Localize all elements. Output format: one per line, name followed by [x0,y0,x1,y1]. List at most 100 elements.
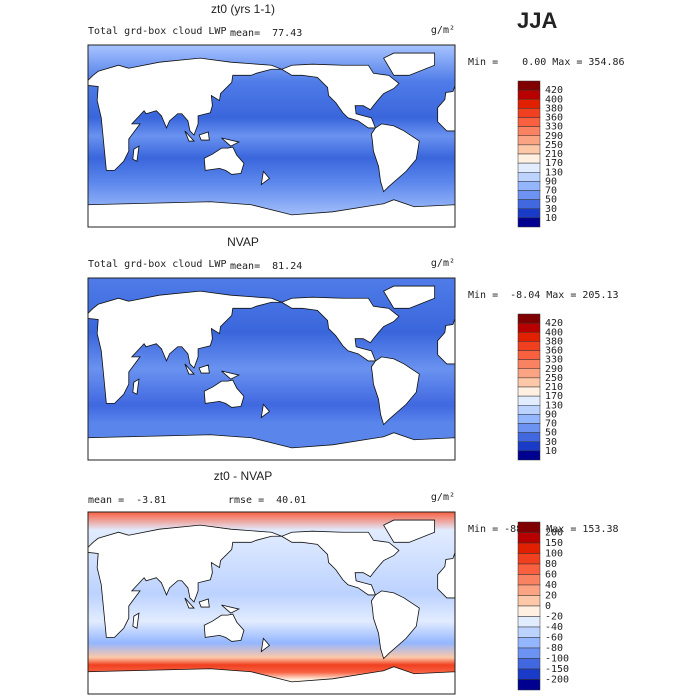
colorbar-swatch [517,108,541,118]
colorbar-swatch [517,359,541,369]
colorbar-label: 0 [545,601,551,612]
colorbar-swatch [517,532,541,544]
colorbar-label: -80 [545,643,563,654]
colorbar-swatch [517,553,541,565]
colorbar-swatch [517,679,541,691]
colorbar-swatch [517,144,541,155]
colorbar-swatch [517,350,541,360]
colorbar-label: 90 [545,176,557,187]
colorbar-label: 70 [545,419,557,430]
colorbar-label: 40 [545,580,557,591]
units: g/m² [431,258,455,269]
colorbar-label: 290 [545,364,563,375]
colorbar-swatch [517,574,541,586]
colorbar-swatch [517,126,541,136]
colorbar-label: -20 [545,612,563,623]
colorbar-swatch [517,89,541,100]
colorbar-swatch [517,441,541,452]
colorbar-label: -100 [545,654,569,665]
colorbar-label: 100 [545,549,563,560]
colorbar-swatch [517,450,541,461]
colorbar-swatch [517,332,541,342]
colorbar-label: 380 [545,103,563,114]
colorbar-swatch [517,637,541,649]
map-frame [87,511,456,695]
colorbar-label: 90 [545,409,557,420]
season-title: JJA [517,8,557,33]
colorbar-swatch [517,584,541,596]
colorbar-label: 200 [545,528,563,539]
colorbar-label: -150 [545,664,569,675]
colorbar-label: 130 [545,400,563,411]
colorbar-label: -60 [545,633,563,644]
colorbar-label: 30 [545,437,557,448]
colorbar-label: 50 [545,195,557,206]
colorbar-label: 400 [545,94,563,105]
colorbar-label: 80 [545,559,557,570]
min-max: Min = -88.94 Max = 153.38 [468,524,619,535]
colorbar-swatch [517,153,541,164]
colorbar-label: 70 [545,186,557,197]
colorbar-swatch [517,208,541,219]
colorbar-swatch [517,368,541,379]
colorbar-label: 170 [545,158,563,169]
colorbar-label: 210 [545,149,563,160]
colorbar-label: 250 [545,373,563,384]
subtitle: Total grd-box cloud LWP [88,259,226,270]
colorbar-label: 290 [545,131,563,142]
colorbar-label: 360 [545,346,563,357]
mean: mean= 81.24 [230,261,302,272]
rmse: rmse = 40.01 [228,495,306,506]
colorbar-swatch [517,668,541,680]
colorbar-swatch [517,405,541,415]
mean: mean= 77.43 [230,28,302,39]
min-max: Min = 0.00 Max = 354.86 [468,57,625,68]
colorbar-label: 10 [545,446,557,457]
colorbar-swatch [517,162,541,173]
map [87,277,456,461]
colorbar-label: 250 [545,140,563,151]
colorbar-swatch [517,595,541,607]
colorbar-label: 130 [545,167,563,178]
map-frame [87,277,456,461]
colorbar-label: 60 [545,570,557,581]
colorbar-label: 400 [545,327,563,338]
colorbar-swatch [517,313,541,324]
colorbar-swatch [517,542,541,554]
colorbar-swatch [517,135,541,146]
colorbar-label: 330 [545,122,563,133]
colorbar-swatch [517,80,541,91]
colorbar-label: 380 [545,336,563,347]
colorbar-label: 50 [545,428,557,439]
panel-title: zt0 - NVAP [214,469,272,483]
colorbar-label: 30 [545,204,557,215]
colorbar-label: 420 [545,318,563,329]
colorbar-swatch [517,199,541,209]
panel-title: zt0 (yrs 1-1) [211,2,275,16]
colorbar-label: 420 [545,85,563,96]
colorbar-label: 150 [545,538,563,549]
colorbar-label: 20 [545,591,557,602]
colorbar-swatch [517,647,541,659]
panel-title: NVAP [227,235,259,249]
map [87,511,456,695]
colorbar-swatch [517,563,541,575]
subtitle: Total grd-box cloud LWP [88,26,226,37]
colorbar-swatch [517,341,541,351]
colorbar-swatch [517,423,541,433]
units: g/m² [431,492,455,503]
colorbar-label: 360 [545,113,563,124]
colorbar-swatch [517,395,541,406]
colorbar-swatch [517,217,541,228]
colorbar-swatch [517,521,541,533]
colorbar-label: 170 [545,391,563,402]
colorbar-label: -200 [545,675,569,686]
colorbar-swatch [517,414,541,424]
colorbar-label: 210 [545,382,563,393]
map [87,44,456,228]
colorbar-swatch [517,605,541,617]
colorbar-label: 10 [545,213,557,224]
colorbar-swatch [517,377,541,388]
units: g/m² [431,25,455,36]
